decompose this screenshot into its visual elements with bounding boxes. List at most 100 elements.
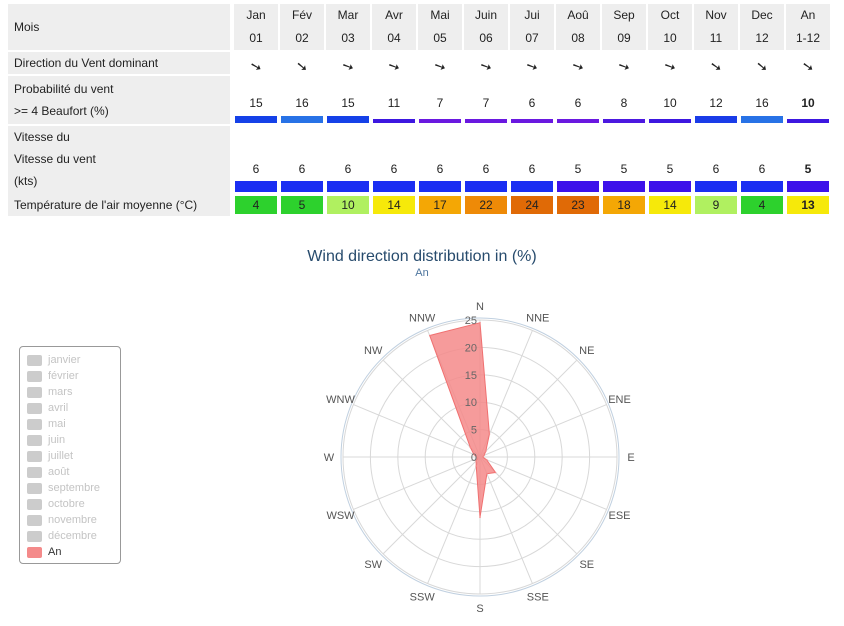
chart-title: Wind direction distribution in (%) [307,248,536,265]
legend-label: novembre [48,514,97,526]
legend-label: mai [48,418,66,430]
direction-cell: ➘ [602,52,646,75]
direction-label: Direction du Vent dominant [8,52,230,74]
month-header-11: Dec 12 [740,4,784,50]
month-name: Nov [705,8,727,22]
legend-label: septembre [48,482,100,494]
month-name: Mai [430,8,450,22]
probability-value: 6 [574,96,582,110]
month-header-1: Fév 02 [280,4,324,50]
probability-bar [465,119,507,123]
legend-swatch-icon [27,419,42,430]
legend-swatch-icon [27,435,42,446]
direction-cell: ➘ [786,52,830,75]
legend-swatch-icon [27,355,42,366]
speed-value: 6 [758,162,766,176]
legend-swatch-icon [27,547,42,558]
temperature-cell: 10 [326,194,370,216]
direction-label-SSW: SSW [410,592,436,604]
data-point-NNW [428,334,431,337]
probability-cell: 7 [464,76,508,124]
direction-cell: ➘ [694,52,738,75]
month-header-4: Mai 05 [418,4,462,50]
direction-cell: ➘ [510,52,554,75]
outer-ring [340,317,620,597]
month-header-5: Juin 06 [464,4,508,50]
speed-value: 5 [804,162,812,176]
temperature-cell: 23 [556,194,600,216]
temperature-value: 13 [787,196,829,214]
probability-value: 16 [755,96,769,110]
temperature-value: 24 [511,196,553,214]
speed-cell: 6 [510,126,554,194]
probability-cell: 6 [510,76,554,124]
direction-labels: N NNE NE ENE E ESE SE SSE S SSW SW WSW W WNW NW NNW [324,301,635,615]
data-point-S [479,516,481,519]
speed-label-line3: (kts) [14,174,38,188]
speed-bar [373,181,415,192]
probability-value: 10 [663,96,677,110]
speed-value: 6 [390,162,398,176]
radial-tick-label: 15 [465,370,477,382]
legend-label: mars [48,386,73,398]
probability-bar [419,119,461,123]
data-point-SSE [486,472,488,475]
data-point-ENE [483,454,485,457]
direction-cell: ➘ [326,52,370,75]
month-name: Dec [751,8,773,22]
data-point-W [475,456,478,458]
wind-arrow-icon: ➘ [755,57,769,75]
speed-value: 5 [666,162,674,176]
speed-cell: 5 [648,126,692,194]
probability-cell: 10 [786,76,830,124]
month-number: 09 [617,31,631,45]
probability-cell: 8 [602,76,646,124]
legend-swatch-icon [27,483,42,494]
month-number: 04 [387,31,401,45]
grid-spoke [382,359,481,458]
probability-bar [603,119,645,123]
probability-cell: 12 [694,76,738,124]
temperature-cell: 9 [694,194,738,216]
direction-label-ENE: ENE [608,394,631,406]
legend-swatch-icon [27,451,42,462]
speed-value: 6 [482,162,490,176]
legend-label: janvier [48,354,81,366]
month-name: Jui [524,8,540,22]
probability-bar [511,119,553,123]
month-number: 11 [709,31,723,45]
temperature-value: 4 [235,196,277,214]
legend-label: août [48,466,70,478]
probability-value: 11 [387,96,401,110]
direction-label-WNW: WNW [326,394,355,406]
chart-legend: janvier février mars avril mai juin juillet aoû… [19,346,121,564]
data-point-WNW [473,453,475,456]
month-number: 06 [479,31,493,45]
probability-value: 16 [295,96,309,110]
speed-bar [649,181,691,192]
wind-arrow-icon: ➘ [295,57,309,75]
direction-label-NE: NE [579,345,594,357]
month-name: Aoû [567,8,589,22]
month-name: Fév [291,8,312,22]
radial-tick-label: 5 [471,425,477,437]
probability-cell: 15 [326,76,370,124]
polar-grid [340,317,620,597]
probability-value: 15 [341,96,355,110]
month-name: Mar [337,8,359,22]
legend-swatch-icon [27,467,42,478]
month-number: 1-12 [795,31,821,45]
speed-value: 6 [528,162,536,176]
temperature-value: 14 [649,196,691,214]
legend-swatch-icon [27,403,42,414]
radial-tick-labels: 0 5 10 15 20 25 [465,315,477,464]
speed-cell: 6 [234,126,278,194]
probability-value: 6 [528,96,536,110]
grid-spoke [382,456,481,555]
speed-bar [557,181,599,192]
probability-bar [235,116,277,123]
probability-cell: 16 [740,76,784,124]
direction-cell: ➘ [740,52,784,75]
month-header-3: Avr 04 [372,4,416,50]
probability-bar [557,119,599,123]
